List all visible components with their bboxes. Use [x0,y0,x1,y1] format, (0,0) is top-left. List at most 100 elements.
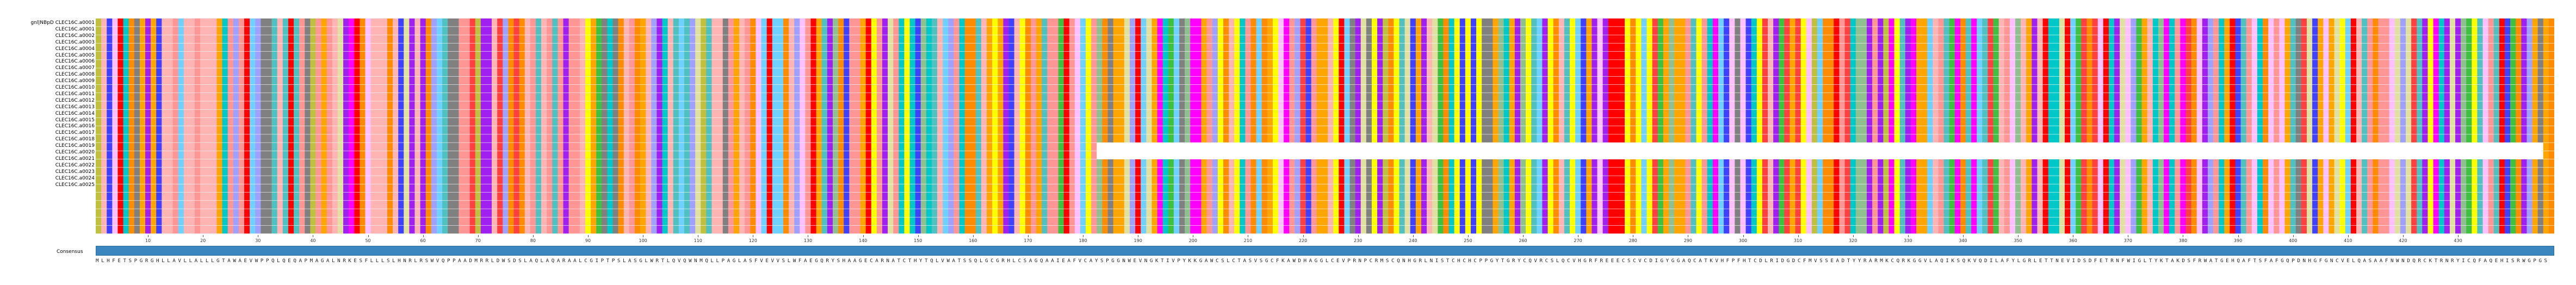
residue-cell [2389,101,2395,109]
residue-cell [1718,68,1724,77]
residue-cell [1531,93,1537,101]
residue-cell [1844,35,1850,44]
sequence-name[interactable]: CLEC16C.a0015 [55,117,95,123]
residue-cell [1234,35,1240,44]
residue-cell [821,84,828,93]
residue-cell [832,60,839,68]
residue-cell [1311,43,1317,52]
residue-cell [513,35,519,44]
residue-cell [805,27,811,35]
residue-cell [1520,51,1526,60]
residue-cell [2284,51,2290,60]
residue-cell [1185,18,1191,27]
residue-cell [602,35,608,44]
sequence-name[interactable]: CLEC16C.a0025 [55,182,95,188]
residue-cell [1261,68,1268,77]
sequence-name[interactable]: CLEC16C.a0021 [55,156,95,162]
residue-cell [1954,93,1961,101]
residue-cell [326,35,333,44]
sequence-name[interactable]: CLEC16C.a0017 [55,130,95,136]
residue-cell [409,84,415,93]
residue-cell [2295,76,2302,85]
sequence-name[interactable]: gnl|NBpD CLEC16C.a0001 [30,20,95,26]
residue-cell [183,109,190,118]
residue-cell [178,18,184,27]
residue-cell [2373,51,2379,60]
residue-cell [1526,60,1532,68]
residue-cell [1756,43,1763,52]
residue-cell [343,68,349,77]
residue-cell [112,76,118,85]
residue-cell [2527,18,2532,27]
residue-cell [497,51,503,60]
sequence-name[interactable]: CLEC16C.a0006 [55,59,95,65]
residue-cell [2466,51,2472,60]
sequence-name[interactable]: CLEC16C.a0018 [55,137,95,142]
residue-cell [1454,68,1460,77]
residue-cell [2202,68,2208,77]
residue-cell [1052,43,1058,52]
sequence-name[interactable]: CLEC16C.a0019 [55,143,95,149]
residue-cell [332,93,338,101]
residue-cell [915,35,921,44]
residue-cell [2318,76,2324,85]
sequence-name[interactable]: CLEC16C.a0023 [55,169,95,175]
residue-cell [1135,93,1141,101]
alignment-grid[interactable] [96,18,2554,234]
residue-cell [1487,18,1493,27]
residue-cell [794,93,800,101]
residue-cell [1223,68,1229,77]
residue-cell [2411,60,2417,68]
sequence-name[interactable]: CLEC16C.a0001 [55,26,95,32]
sequence-name[interactable]: CLEC16C.a0024 [55,175,95,181]
residue-cell [156,60,162,68]
residue-cell [816,27,822,35]
residue-cell [1118,18,1125,27]
residue-cell [1399,68,1405,77]
sequence-name[interactable]: CLEC16C.a0003 [55,39,95,45]
sequence-name[interactable]: CLEC16C.a0020 [55,150,95,155]
residue-cell [1091,76,1097,85]
sequence-name[interactable]: CLEC16C.a0014 [55,110,95,116]
residue-cell [695,27,701,35]
residue-cell [1355,35,1361,44]
residue-cell [640,35,646,44]
residue-cell [1256,76,1262,85]
residue-cell [1823,84,1829,93]
sequence-name[interactable]: CLEC16C.a0004 [55,46,95,52]
residue-cell [1025,18,1031,27]
residue-cell [2329,43,2334,52]
residue-cell [1894,60,1900,68]
residue-cell [1800,84,1807,93]
residue-cell [667,76,674,85]
sequence-name[interactable]: CLEC16C.a0010 [55,85,95,90]
sequence-name[interactable]: CLEC16C.a0002 [55,33,95,39]
residue-cell [882,68,888,77]
residue-cell [2251,51,2258,60]
residue-cell [1828,76,1834,85]
residue-cell [1542,51,1548,60]
residue-cell [1657,76,1664,85]
sequence-name[interactable]: CLEC16C.a0012 [55,97,95,103]
residue-cell [926,101,932,109]
residue-cell [2125,101,2131,109]
residue-cell [733,101,740,109]
residue-cell [2141,84,2148,93]
sequence-name[interactable]: CLEC16C.a0011 [55,91,95,97]
sequence-name[interactable]: CLEC16C.a0008 [55,72,95,78]
sequence-name[interactable]: CLEC16C.a0016 [55,123,95,129]
residue-cell [926,18,932,27]
sequence-name[interactable]: CLEC16C.a0007 [55,65,95,71]
residue-cell [1438,18,1444,27]
residue-cell [404,18,410,27]
residue-cell [591,18,597,27]
sequence-name[interactable]: CLEC16C.a0005 [55,52,95,58]
residue-cell [414,101,420,109]
residue-cell [1234,43,1240,52]
sequence-name[interactable]: CLEC16C.a0022 [55,162,95,168]
residue-cell [1063,18,1070,27]
residue-cell [1333,101,1339,109]
residue-cell [425,101,432,109]
sequence-name[interactable]: CLEC16C.a0013 [55,104,95,110]
sequence-name[interactable]: CLEC16C.a0009 [55,78,95,84]
